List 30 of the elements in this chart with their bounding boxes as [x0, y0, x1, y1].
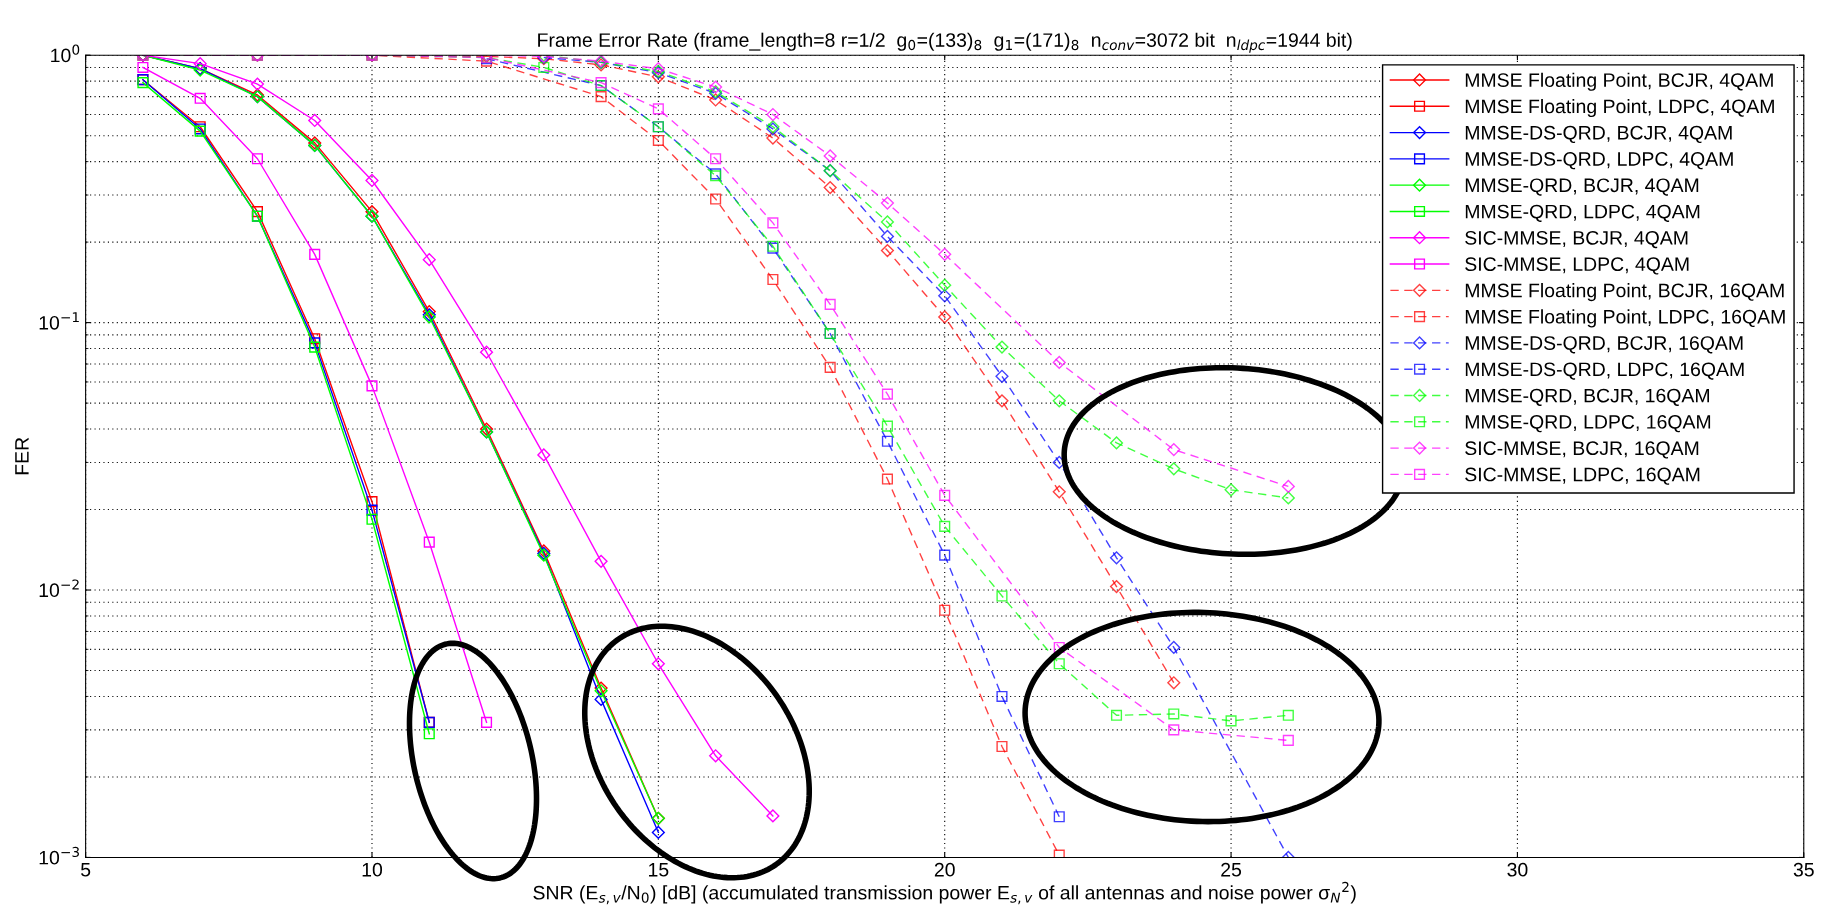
legend-label: MMSE Floating Point, BCJR, 4QAM — [1465, 72, 1773, 91]
x-tick-label: 10 — [362, 862, 383, 877]
legend-label: SIC-MMSE, LDPC, 4QAM — [1465, 257, 1689, 275]
legend-label: MMSE-QRD, LDPC, 16QAM — [1465, 415, 1711, 433]
y-tick-label: 10$^{−1}$ — [39, 312, 79, 330]
text: SNR (E$_{s,v}$/N$_{0}$) [dB] (accumulated transmission power E$_{s,v}$ of all antennas and noise power σ$_{N}$$^{2}$) — [533, 881, 1356, 905]
legend-label: MMSE-DS-QRD, LDPC, 16QAM — [1465, 362, 1744, 380]
legend-label: MMSE-DS-QRD, BCJR, 16QAM — [1465, 336, 1743, 354]
y-tick-label: 10$^{−3}$ — [39, 846, 79, 865]
x-tick-label: 30 — [1507, 862, 1528, 877]
legend-label: MMSE Floating Point, BCJR, 16QAM — [1465, 283, 1784, 302]
legend-label: SIC-MMSE, BCJR, 16QAM — [1465, 441, 1699, 459]
y-axis-title: FER — [15, 437, 29, 475]
legend-label: SIC-MMSE, BCJR, 4QAM — [1465, 230, 1688, 249]
legend-label: MMSE Floating Point, LDPC, 16QAM — [1465, 309, 1785, 328]
x-tick-label: 5 — [81, 863, 91, 877]
legend-label: MMSE-QRD, BCJR, 4QAM — [1465, 178, 1699, 196]
y-tick-label: 10$^{0}$ — [51, 44, 80, 63]
x-tick-label: 25 — [1221, 862, 1242, 877]
legend-label: MMSE-DS-QRD, BCJR, 4QAM — [1465, 125, 1732, 144]
x-tick-label: 35 — [1793, 862, 1814, 877]
chart-title: Frame Error Rate (frame_length=8 r=1/2 g$_{0}$=(133)$_{8}$ g$_{1}$=(171)$_{8}$ n$_{conv}$=3072 bit n$_{ldpc}$=1944 bit) — [538, 32, 1352, 53]
x-tick-label: 20 — [934, 862, 955, 877]
legend-label: MMSE-DS-QRD, LDPC, 4QAM — [1465, 152, 1733, 170]
legend-label: SIC-MMSE, LDPC, 16QAM — [1465, 467, 1700, 485]
x-tick-label: 15 — [649, 863, 669, 877]
legend-label: MMSE-QRD, BCJR, 16QAM — [1465, 388, 1709, 406]
legend-label: MMSE-QRD, LDPC, 4QAM — [1465, 204, 1700, 222]
legend-label: MMSE Floating Point, LDPC, 4QAM — [1465, 98, 1774, 118]
y-tick-label: 10$^{−2}$ — [39, 579, 79, 598]
